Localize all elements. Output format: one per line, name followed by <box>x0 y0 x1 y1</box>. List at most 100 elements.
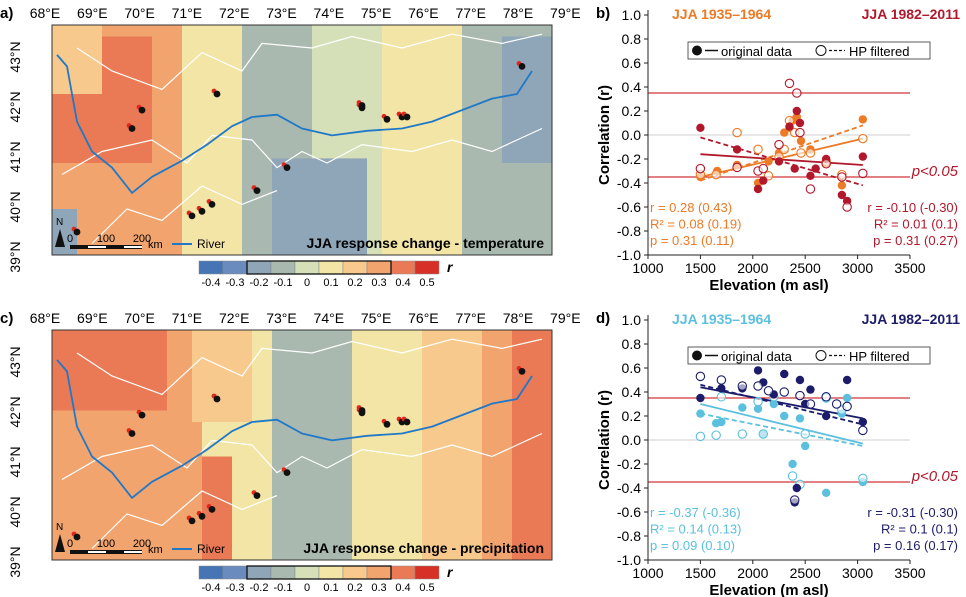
scale-bar-segment <box>124 246 142 248</box>
data-point <box>696 409 705 418</box>
lat-tick: 43°N <box>7 41 23 72</box>
station-marker <box>73 533 81 541</box>
scale-tick: 0 <box>67 538 73 550</box>
data-point <box>821 411 831 421</box>
lon-tick: 74°E <box>314 5 345 21</box>
contour-zone <box>202 456 232 560</box>
legend-box <box>687 41 931 60</box>
lat-tick: 40°N <box>7 496 23 527</box>
lon-tick: 77°E <box>455 310 486 326</box>
colorbar-tick: 0.4 <box>395 582 410 594</box>
lon-tick: 75°E <box>361 310 392 326</box>
x-tick-label: 2000 <box>737 260 768 276</box>
lat-tick: 42°N <box>7 91 23 122</box>
stats-early-r2: R² = 0.14 (0.13) <box>650 521 741 536</box>
data-point <box>695 431 706 442</box>
data-point <box>753 184 763 194</box>
data-point <box>837 190 847 200</box>
north-arrow-icon <box>55 534 65 552</box>
data-point <box>737 381 748 391</box>
border-line <box>76 338 543 396</box>
station-marker <box>283 469 291 476</box>
station-marker <box>213 90 221 98</box>
y-tick-label: 0.2 <box>622 103 642 119</box>
data-point <box>753 144 763 155</box>
colorbar-tick: 0.3 <box>371 582 386 594</box>
data-point <box>801 441 810 451</box>
lat-tick: 40°N <box>7 191 23 222</box>
lat-tick: 39°N <box>7 546 23 577</box>
data-point <box>795 390 805 401</box>
lon-tick: 73°E <box>266 310 297 326</box>
colorbar-swatch <box>294 565 320 580</box>
colorbar-swatch <box>414 565 440 580</box>
data-point <box>695 163 706 174</box>
x-tick-label: 1500 <box>685 260 716 276</box>
border-line <box>91 490 278 549</box>
significance-label: p<0.05 <box>911 163 959 180</box>
river-legend-label: River <box>197 237 225 251</box>
colorbar-swatch <box>246 565 272 580</box>
station-marker <box>73 228 81 236</box>
x-tick-label: 3000 <box>842 565 873 581</box>
station-marker <box>138 106 146 114</box>
map-panel-temperature: a) 68°E 69°E 70°E 71°E 72°E 73°E 74°E 75… <box>0 5 581 289</box>
longitude-labels: 68°E 69°E 70°E 71°E 72°E 73°E 74°E 75°E … <box>30 310 581 326</box>
colorbar-swatch <box>366 260 392 275</box>
y-tick-label: -0.4 <box>617 175 641 191</box>
data-point <box>759 176 768 185</box>
legend-period-early: JJA 1935–1964 <box>672 311 771 327</box>
colorbar-tick: -0.3 <box>226 277 245 289</box>
x-axis-label: Elevation (m asl) <box>709 582 828 597</box>
data-point <box>842 375 852 385</box>
colorbar-tick: -0.4 <box>202 277 221 289</box>
latitude-labels: 43°N 42°N 41°N 40°N 39°N <box>7 41 23 272</box>
scatter-panel-temperature: b) JJA 1935–1964 JJA 1982–2011 -1.0-0.8-… <box>596 5 960 294</box>
data-point <box>805 148 816 158</box>
latitude-labels: 43°N 42°N 41°N 40°N 39°N <box>7 346 23 577</box>
data-point <box>711 430 721 440</box>
y-tick-label: -0.8 <box>617 528 641 544</box>
colorbar-tick: -0.1 <box>274 582 293 594</box>
data-point <box>858 473 868 484</box>
y-tick-label: -0.6 <box>617 504 641 520</box>
data-point <box>695 371 706 382</box>
colorbar-swatch <box>318 565 344 580</box>
data-point <box>795 118 805 128</box>
lon-tick: 79°E <box>550 5 581 21</box>
panel-letter: d) <box>596 310 610 327</box>
station-marker <box>198 207 206 215</box>
lat-tick: 41°N <box>7 446 23 477</box>
data-point <box>800 429 810 439</box>
map-decorations: N 0 100 200 km River JJA response change… <box>55 522 544 556</box>
y-tick-label: 0.0 <box>622 127 642 143</box>
data-point <box>763 386 774 396</box>
data-point <box>806 385 815 394</box>
contour-zone <box>272 158 367 255</box>
data-point <box>717 417 726 427</box>
data-point <box>784 78 795 89</box>
data-point <box>787 471 798 481</box>
y-tick-label: 0.4 <box>622 79 642 95</box>
colorbar-tick: 0.1 <box>323 582 338 594</box>
data-point <box>732 127 742 138</box>
data-point <box>796 136 806 146</box>
plot-body: -1.0 -0.8 -0.6 -0.4 -0.2 0.0 0.2 0.4 0.6 0.8 1.0 10… <box>617 7 931 276</box>
border-line <box>61 127 543 176</box>
data-point <box>795 375 805 385</box>
colorbar-tick: 0.1 <box>323 277 338 289</box>
panel-letter: c) <box>0 310 13 327</box>
colorbar-swatch <box>390 260 416 275</box>
significance-label: p<0.05 <box>911 468 959 485</box>
data-point <box>837 181 847 190</box>
legend-period-late: JJA 1982–2011 <box>862 311 961 327</box>
data-point <box>858 425 868 436</box>
legend-hp-label: HP filtered <box>849 44 909 59</box>
stats-late-r: r = -0.10 (-0.30) <box>867 200 958 215</box>
colorbar-tick: 0.3 <box>371 277 386 289</box>
y-tick-label: -0.2 <box>617 456 641 472</box>
y-axis-label: Correlation (r) <box>596 85 613 185</box>
data-point <box>842 401 852 412</box>
data-point <box>789 495 800 505</box>
